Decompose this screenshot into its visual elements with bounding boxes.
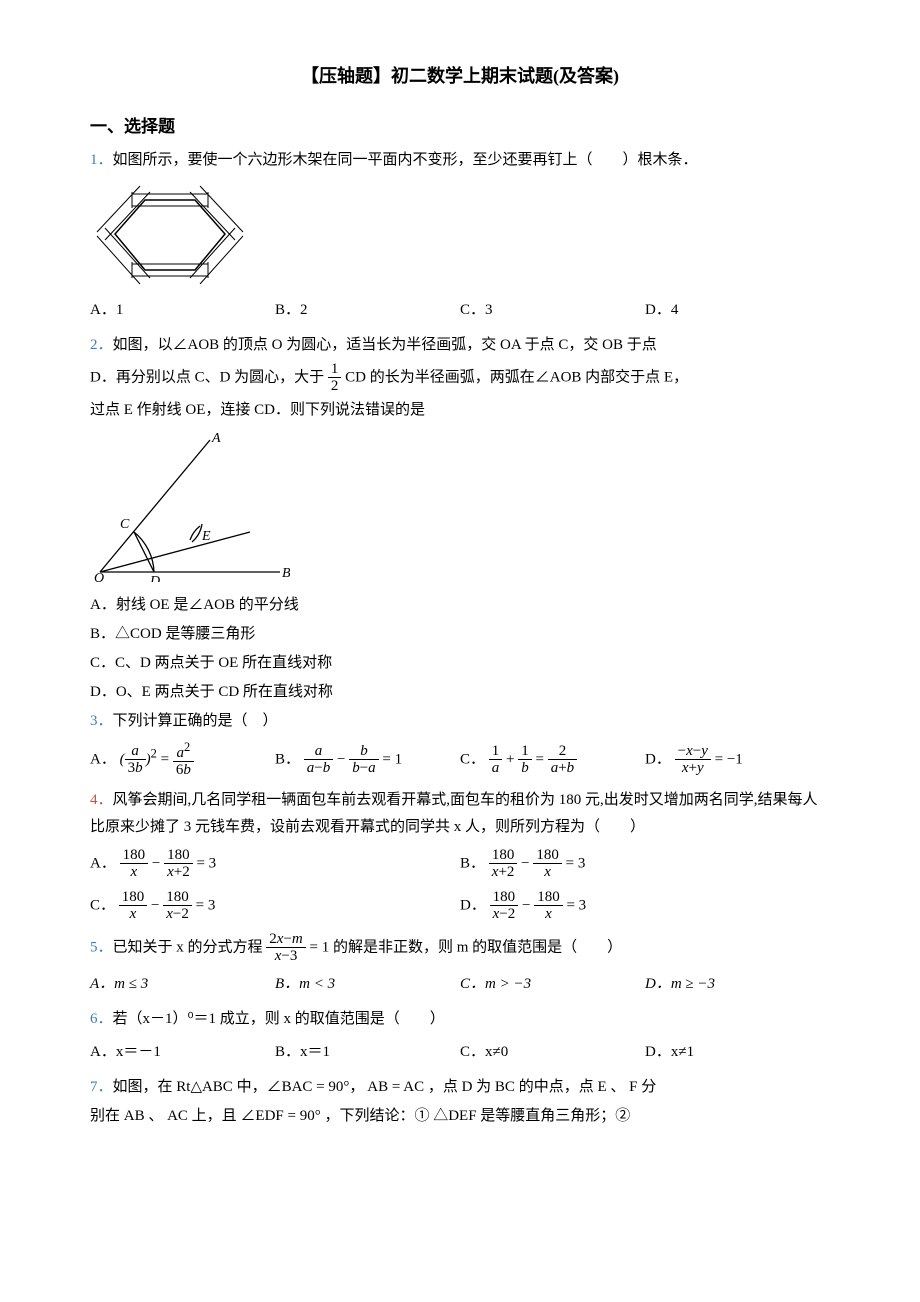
q4-d-pre: D． <box>460 897 486 913</box>
q5-options: A．m ≤ 3 B．m < 3 C．m > −3 D．m ≥ −3 <box>90 971 830 998</box>
question-6: 6．若（x－1）⁰＝1 成立，则 x 的取值范围是（ ） <box>90 1006 830 1033</box>
lbl-B: B <box>282 566 290 581</box>
q6-options: A．x＝－1 B．x＝1 C．x≠0 D．x≠1 <box>90 1039 830 1066</box>
lbl-E: E <box>201 529 211 544</box>
section-heading: 一、选择题 <box>90 112 830 143</box>
q3-c-pre: C． <box>460 751 485 767</box>
question-2: 2．如图，以∠AOB 的顶点 O 为圆心，适当长为半径画弧，交 OA 于点 C，… <box>90 332 830 424</box>
q2-figure: O A B C D E <box>90 432 830 582</box>
question-1: 1．如图所示，要使一个六边形木架在同一平面内不变形，至少还要再钉上（ ）根木条． <box>90 147 830 174</box>
q2-opt-a: A．射线 OE 是∠AOB 的平分线 <box>90 592 830 619</box>
frac-half: 12 <box>328 361 342 395</box>
q3-opt-b: B． aa−b − bb−a = 1 <box>275 743 460 777</box>
q2-text-c: 过点 E 作射线 OE，连接 CD．则下列说法错误的是 <box>90 397 830 424</box>
q4-opt-c: C． 180x − 180x−2 = 3 <box>90 889 460 923</box>
q2-text-a: 如图，以∠AOB 的顶点 O 为圆心，适当长为半径画弧，交 OA 于点 C，交 … <box>113 337 657 353</box>
q6-text: 若（x－1）⁰＝1 成立，则 x 的取值范围是（ ） <box>113 1011 445 1027</box>
q1-number: 1． <box>90 152 113 168</box>
q5-opt-d: D．m ≥ −3 <box>645 971 830 998</box>
q3-number: 3． <box>90 713 113 729</box>
q4-opt-a: A． 180x − 180x+2 = 3 <box>90 847 460 881</box>
q1-opt-a: A．1 <box>90 297 275 324</box>
question-7: 7．如图，在 Rt△ABC 中，∠BAC = 90°， AB = AC ，点 D… <box>90 1074 830 1130</box>
question-4: 4．风筝会期间,几名同学租一辆面包车前去观看开幕式,面包车的租价为 180 元,… <box>90 787 830 841</box>
question-5: 5．已知关于 x 的分式方程 2x−mx−3 = 1 的解是非正数，则 m 的取… <box>90 931 830 965</box>
q7-text-b: 别在 AB 、 AC 上，且 ∠EDF = 90° ，下列结论：① △DEF 是… <box>90 1103 830 1130</box>
q5-frac: 2x−mx−3 <box>266 931 305 965</box>
q7-text-a: 如图，在 Rt△ABC 中，∠BAC = 90°， AB = AC ，点 D 为… <box>113 1079 657 1095</box>
q1-figure <box>90 182 830 287</box>
q3-d-pre: D． <box>645 751 671 767</box>
q5-text-post: 的解是非正数，则 m 的取值范围是（ ） <box>333 939 622 955</box>
q3-b-pre: B． <box>275 751 300 767</box>
q4-opt-d: D． 180x−2 − 180x = 3 <box>460 889 830 923</box>
q5-opt-b: B．m < 3 <box>275 971 460 998</box>
q4-b-pre: B． <box>460 855 485 871</box>
q4-options-row2: C． 180x − 180x−2 = 3 D． 180x−2 − 180x = … <box>90 889 830 923</box>
q6-opt-c: C．x≠0 <box>460 1039 645 1066</box>
q3-opt-d: D． −x−yx+y = −1 <box>645 743 830 777</box>
q1-opt-c: C．3 <box>460 297 645 324</box>
q4-c-pre: C． <box>90 897 115 913</box>
q4-options-row1: A． 180x − 180x+2 = 3 B． 180x+2 − 180x = … <box>90 847 830 881</box>
q4-opt-b: B． 180x+2 − 180x = 3 <box>460 847 830 881</box>
q6-opt-d: D．x≠1 <box>645 1039 830 1066</box>
q3-opt-a: A． (a3b)2 = a26b <box>90 741 275 779</box>
q1-options: A．1 B．2 C．3 D．4 <box>90 297 830 324</box>
q3-text: 下列计算正确的是（ ） <box>113 713 278 729</box>
q3-options: A． (a3b)2 = a26b B． aa−b − bb−a = 1 C． 1… <box>90 741 830 779</box>
q1-text: 如图所示，要使一个六边形木架在同一平面内不变形，至少还要再钉上（ ）根木条． <box>113 152 698 168</box>
q5-text-pre: 已知关于 x 的分式方程 <box>113 939 267 955</box>
lbl-C: C <box>120 517 130 532</box>
q2-opt-d: D．O、E 两点关于 CD 所在直线对称 <box>90 679 830 706</box>
q1-opt-b: B．2 <box>275 297 460 324</box>
q2-opt-b: B．△COD 是等腰三角形 <box>90 621 830 648</box>
q3-a-pre: A． <box>90 751 116 767</box>
q7-number: 7． <box>90 1079 113 1095</box>
q2-number: 2． <box>90 337 113 353</box>
q4-number: 4． <box>90 792 113 808</box>
q6-opt-a: A．x＝－1 <box>90 1039 275 1066</box>
q2-text-b-pre: D．再分别以点 C、D 为圆心，大于 <box>90 369 328 385</box>
q5-opt-a: A．m ≤ 3 <box>90 971 275 998</box>
q4-text: 风筝会期间,几名同学租一辆面包车前去观看开幕式,面包车的租价为 180 元,出发… <box>90 792 818 835</box>
q2-opt-c: C．C、D 两点关于 OE 所在直线对称 <box>90 650 830 677</box>
question-3: 3．下列计算正确的是（ ） <box>90 708 830 735</box>
q4-a-pre: A． <box>90 855 116 871</box>
q5-number: 5． <box>90 939 113 955</box>
lbl-A: A <box>211 432 221 446</box>
q1-opt-d: D．4 <box>645 297 830 324</box>
lbl-D: D <box>149 574 160 582</box>
q6-opt-b: B．x＝1 <box>275 1039 460 1066</box>
q6-number: 6． <box>90 1011 113 1027</box>
q5-opt-c: C．m > −3 <box>460 971 645 998</box>
q3-opt-c: C． 1a + 1b = 2a+b <box>460 743 645 777</box>
lbl-O: O <box>94 571 104 582</box>
q2-text-b-post: CD 的长为半径画弧，两弧在∠AOB 内部交于点 E， <box>345 369 688 385</box>
page-title: 【压轴题】初二数学上期末试题(及答案) <box>90 60 830 92</box>
